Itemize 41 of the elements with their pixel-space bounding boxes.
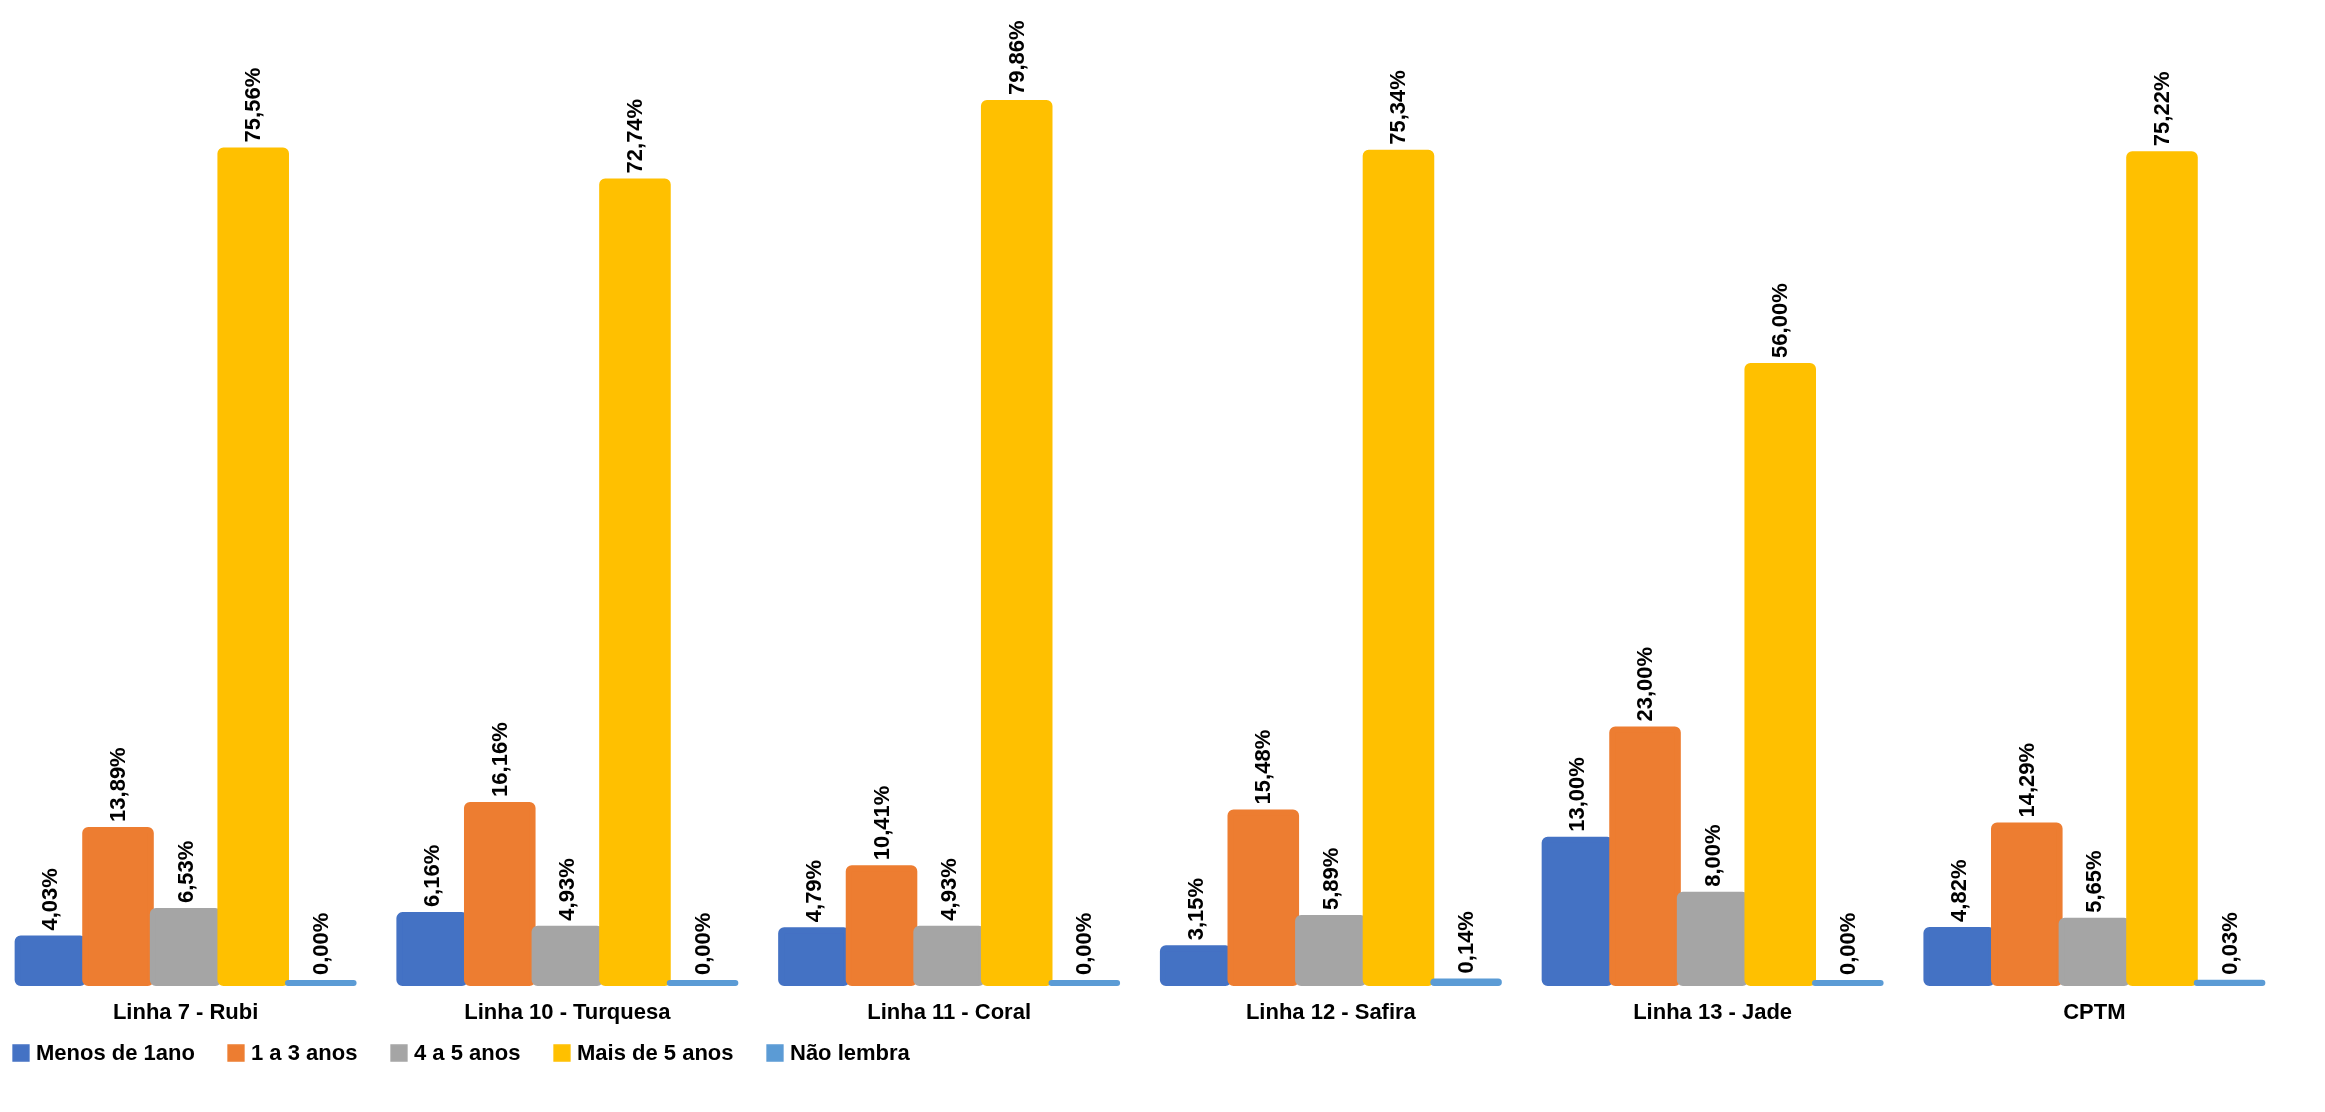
data-label: 5,89% <box>1317 847 1343 911</box>
x-tick-label: CPTM <box>2063 998 2126 1024</box>
data-label: 14,29% <box>2013 742 2039 818</box>
data-label: 72,74% <box>621 98 647 174</box>
x-tick-label: Linha 12 - Safira <box>1245 998 1417 1024</box>
legend-label: Não lembra <box>790 1040 911 1065</box>
data-label: 23,00% <box>1632 646 1658 722</box>
data-label: 4,03% <box>37 868 63 931</box>
data-label: 4,93% <box>936 858 962 921</box>
data-label: 0,00% <box>1834 912 1860 975</box>
data-label: 0,03% <box>2216 912 2242 975</box>
data-label: 13,89% <box>105 747 131 822</box>
data-label: 0,00% <box>1071 912 1097 975</box>
x-tick-label: Linha 13 - Jade <box>1633 998 1793 1024</box>
data-label: 0,14% <box>1453 911 1479 974</box>
data-label: 79,86% <box>1003 20 1029 95</box>
data-label: 56,00% <box>1767 283 1793 358</box>
x-tick-label: Linha 10 - Turquesa <box>464 998 672 1024</box>
legend-label: 1 a 3 anos <box>251 1040 358 1065</box>
data-label: 13,00% <box>1564 757 1590 832</box>
data-label: 6,53% <box>172 840 198 904</box>
data-label: 0,00% <box>307 912 333 975</box>
x-tick-label: Linha 11 - Coral <box>867 998 1032 1024</box>
x-tick-label: Linha 7 - Rubi <box>112 998 259 1024</box>
data-label: 4,82% <box>1946 859 1972 922</box>
data-label: 4,93% <box>554 858 580 921</box>
data-label: 0,00% <box>689 912 715 975</box>
data-label: 15,48% <box>1250 729 1276 805</box>
data-label: 5,65% <box>2081 850 2107 913</box>
data-label: 16,16% <box>486 722 512 797</box>
data-label: 75,22% <box>2148 71 2174 147</box>
legend-label: Menos de 1ano <box>36 1040 195 1065</box>
data-label: 6,16% <box>419 844 445 908</box>
data-label: 8,00% <box>1699 824 1725 887</box>
legend-label: 4 a 5 anos <box>414 1040 521 1065</box>
data-label: 75,34% <box>1385 70 1411 145</box>
data-label: 3,15% <box>1182 877 1208 941</box>
data-label: 75,56% <box>240 67 266 143</box>
data-label: 4,79% <box>800 859 826 923</box>
legend-label: Mais de 5 anos <box>577 1040 734 1065</box>
data-label: 10,41% <box>868 785 894 861</box>
